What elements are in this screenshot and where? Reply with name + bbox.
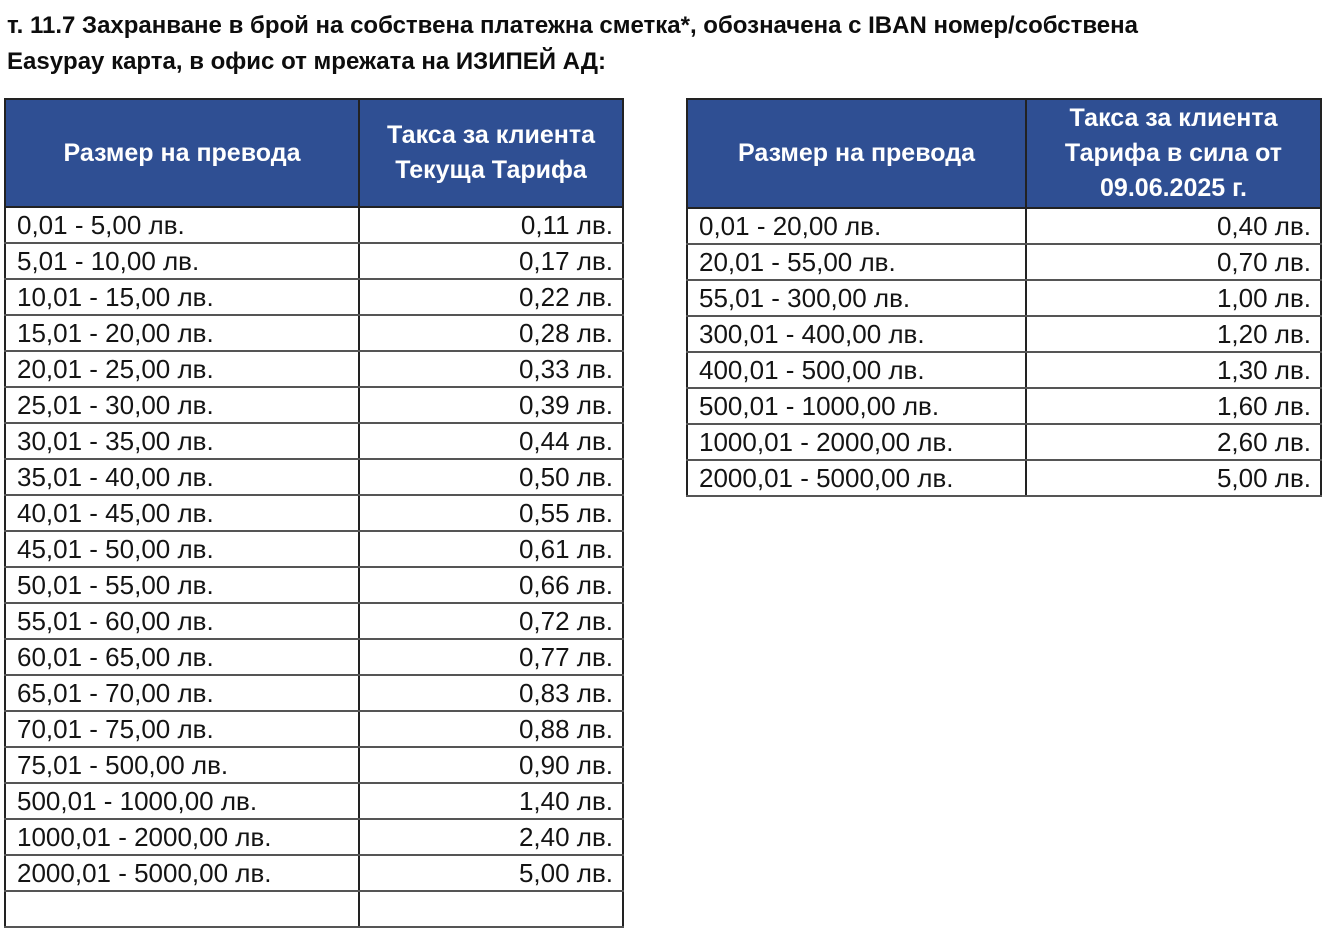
fee-cell: 0,61 лв. [358,530,624,568]
section-title: т. 11.7 Захранване в брой на собствена п… [0,0,1341,80]
table-row: 20,01 - 55,00 лв. 0,70 лв. [686,243,1322,281]
table-row: 1000,01 - 2000,00 лв. 2,60 лв. [686,423,1322,461]
table-row: 75,01 - 500,00 лв. 0,90 лв. [4,746,624,784]
fee-cell: 0,83 лв. [358,674,624,712]
fee-cell: 1,20 лв. [1025,315,1322,353]
transfer-range-cell: 400,01 - 500,00 лв. [686,351,1027,389]
table-row: 2000,01 - 5000,00 лв. 5,00 лв. [686,459,1322,497]
transfer-range-cell: 1000,01 - 2000,00 лв. [4,818,360,856]
table-row: 30,01 - 35,00 лв. 0,44 лв. [4,422,624,460]
transfer-range-cell: 0,01 - 20,00 лв. [686,207,1027,245]
table-row: 25,01 - 30,00 лв. 0,39 лв. [4,386,624,424]
table-row: 500,01 - 1000,00 лв. 1,60 лв. [686,387,1322,425]
table-row: 60,01 - 65,00 лв. 0,77 лв. [4,638,624,676]
transfer-range-cell: 40,01 - 45,00 лв. [4,494,360,532]
transfer-range-cell: 2000,01 - 5000,00 лв. [4,854,360,892]
fee-cell: 0,44 лв. [358,422,624,460]
transfer-range-cell: 55,01 - 300,00 лв. [686,279,1027,317]
fee-cell: 0,88 лв. [358,710,624,748]
transfer-range-cell: 0,01 - 5,00 лв. [4,206,360,244]
table-row: 20,01 - 25,00 лв. 0,33 лв. [4,350,624,388]
fee-cell: 1,40 лв. [358,782,624,820]
table-row: 55,01 - 60,00 лв. 0,72 лв. [4,602,624,640]
table-row: 2000,01 - 5000,00 лв. 5,00 лв. [4,854,624,892]
transfer-range-cell: 45,01 - 50,00 лв. [4,530,360,568]
table-row: 40,01 - 45,00 лв. 0,55 лв. [4,494,624,532]
table-row: 50,01 - 55,00 лв. 0,66 лв. [4,566,624,604]
transfer-range-cell: 20,01 - 25,00 лв. [4,350,360,388]
table-row: 0,01 - 20,00 лв. 0,40 лв. [686,207,1322,245]
partial-cutoff-row [4,890,624,928]
transfer-range-cell: 1000,01 - 2000,00 лв. [686,423,1027,461]
transfer-range-cell: 2000,01 - 5000,00 лв. [686,459,1027,497]
fee-cell: 0,70 лв. [1025,243,1322,281]
column-header-transfer-size: Размер на превода [4,98,360,208]
new-tariff-table: Размер на превода Такса за клиента Тариф… [686,98,1322,497]
table-row: 1000,01 - 2000,00 лв. 2,40 лв. [4,818,624,856]
fee-cell: 0,22 лв. [358,278,624,316]
fee-cell: 1,00 лв. [1025,279,1322,317]
table-row: 35,01 - 40,00 лв. 0,50 лв. [4,458,624,496]
transfer-range-cell: 55,01 - 60,00 лв. [4,602,360,640]
document-page: т. 11.7 Захранване в брой на собствена п… [0,0,1341,928]
table-row: 15,01 - 20,00 лв. 0,28 лв. [4,314,624,352]
column-header-transfer-size: Размер на превода [686,98,1027,209]
transfer-range-cell: 500,01 - 1000,00 лв. [4,782,360,820]
fee-cell: 5,00 лв. [358,854,624,892]
fee-cell: 0,28 лв. [358,314,624,352]
transfer-range-cell: 20,01 - 55,00 лв. [686,243,1027,281]
transfer-range-cell: 25,01 - 30,00 лв. [4,386,360,424]
fee-cell: 0,33 лв. [358,350,624,388]
transfer-range-cell: 50,01 - 55,00 лв. [4,566,360,604]
fee-cell [358,890,624,928]
fee-cell: 1,30 лв. [1025,351,1322,389]
table-row: 400,01 - 500,00 лв. 1,30 лв. [686,351,1322,389]
fee-cell: 0,40 лв. [1025,207,1322,245]
table-row: 500,01 - 1000,00 лв. 1,40 лв. [4,782,624,820]
fee-cell: 1,60 лв. [1025,387,1322,425]
column-header-fee-current-tariff: Такса за клиента Текуща Тарифа [358,98,624,208]
fee-cell: 2,40 лв. [358,818,624,856]
transfer-range-cell: 65,01 - 70,00 лв. [4,674,360,712]
fee-cell: 0,17 лв. [358,242,624,280]
transfer-range-cell: 35,01 - 40,00 лв. [4,458,360,496]
fee-cell: 0,77 лв. [358,638,624,676]
transfer-range-cell: 500,01 - 1000,00 лв. [686,387,1027,425]
transfer-range-cell: 5,01 - 10,00 лв. [4,242,360,280]
fee-cell: 0,55 лв. [358,494,624,532]
fee-cell: 0,90 лв. [358,746,624,784]
transfer-range-cell: 30,01 - 35,00 лв. [4,422,360,460]
new-tariff-table-body: 0,01 - 20,00 лв. 0,40 лв. 20,01 - 55,00 лв… [686,207,1322,497]
transfer-range-cell: 75,01 - 500,00 лв. [4,746,360,784]
transfer-range-cell: 10,01 - 15,00 лв. [4,278,360,316]
transfer-range-cell: 60,01 - 65,00 лв. [4,638,360,676]
table-row: 65,01 - 70,00 лв. 0,83 лв. [4,674,624,712]
table-row: 5,01 - 10,00 лв. 0,17 лв. [4,242,624,280]
current-tariff-table-body: 0,01 - 5,00 лв. 0,11 лв. 5,01 - 10,00 лв. 0… [4,206,624,928]
fee-cell: 0,39 лв. [358,386,624,424]
fee-cell: 0,66 лв. [358,566,624,604]
table-row: 0,01 - 5,00 лв. 0,11 лв. [4,206,624,244]
table-row: 10,01 - 15,00 лв. 0,22 лв. [4,278,624,316]
fee-cell: 0,72 лв. [358,602,624,640]
table-row: 70,01 - 75,00 лв. 0,88 лв. [4,710,624,748]
table-row: 45,01 - 50,00 лв. 0,61 лв. [4,530,624,568]
transfer-range-cell [4,890,360,928]
table-row: 55,01 - 300,00 лв. 1,00 лв. [686,279,1322,317]
transfer-range-cell: 70,01 - 75,00 лв. [4,710,360,748]
fee-cell: 5,00 лв. [1025,459,1322,497]
section-title-line-1: т. 11.7 Захранване в брой на собствена п… [7,12,1138,39]
header-row: Размер на превода Такса за клиента Текущ… [4,98,624,208]
fee-cell: 2,60 лв. [1025,423,1322,461]
tariff-tables-container: Размер на превода Такса за клиента Текущ… [4,98,1341,928]
transfer-range-cell: 300,01 - 400,00 лв. [686,315,1027,353]
fee-cell: 0,50 лв. [358,458,624,496]
current-tariff-table: Размер на превода Такса за клиента Текущ… [4,98,624,928]
table-row: 300,01 - 400,00 лв. 1,20 лв. [686,315,1322,353]
column-header-fee-new-tariff: Такса за клиента Тарифа в сила от 09.06.… [1025,98,1322,209]
header-row: Размер на превода Такса за клиента Тариф… [686,98,1322,209]
section-title-line-2: Easypay карта, в офис от мрежата на ИЗИП… [7,48,606,75]
transfer-range-cell: 15,01 - 20,00 лв. [4,314,360,352]
fee-cell: 0,11 лв. [358,206,624,244]
